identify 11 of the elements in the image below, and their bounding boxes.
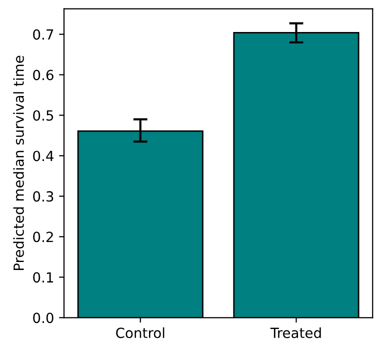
y-tick-label: 0.5 [33, 110, 54, 121]
y-tick-label: 0.7 [33, 29, 54, 40]
y-tick-label: 0.4 [33, 150, 54, 162]
y-tick-label: 0.0 [33, 312, 54, 324]
y-tick-label: 0.6 [33, 70, 54, 80]
x-tick-label: Treated [270, 327, 321, 338]
y-tick-label: 0.2 [33, 232, 53, 242]
y-tick-label: 0.3 [33, 191, 54, 202]
x-tick-label: Control [116, 327, 164, 338]
y-axis-title: Predicted median survival time [13, 56, 24, 270]
y-tick-label: 0.1 [33, 272, 54, 283]
